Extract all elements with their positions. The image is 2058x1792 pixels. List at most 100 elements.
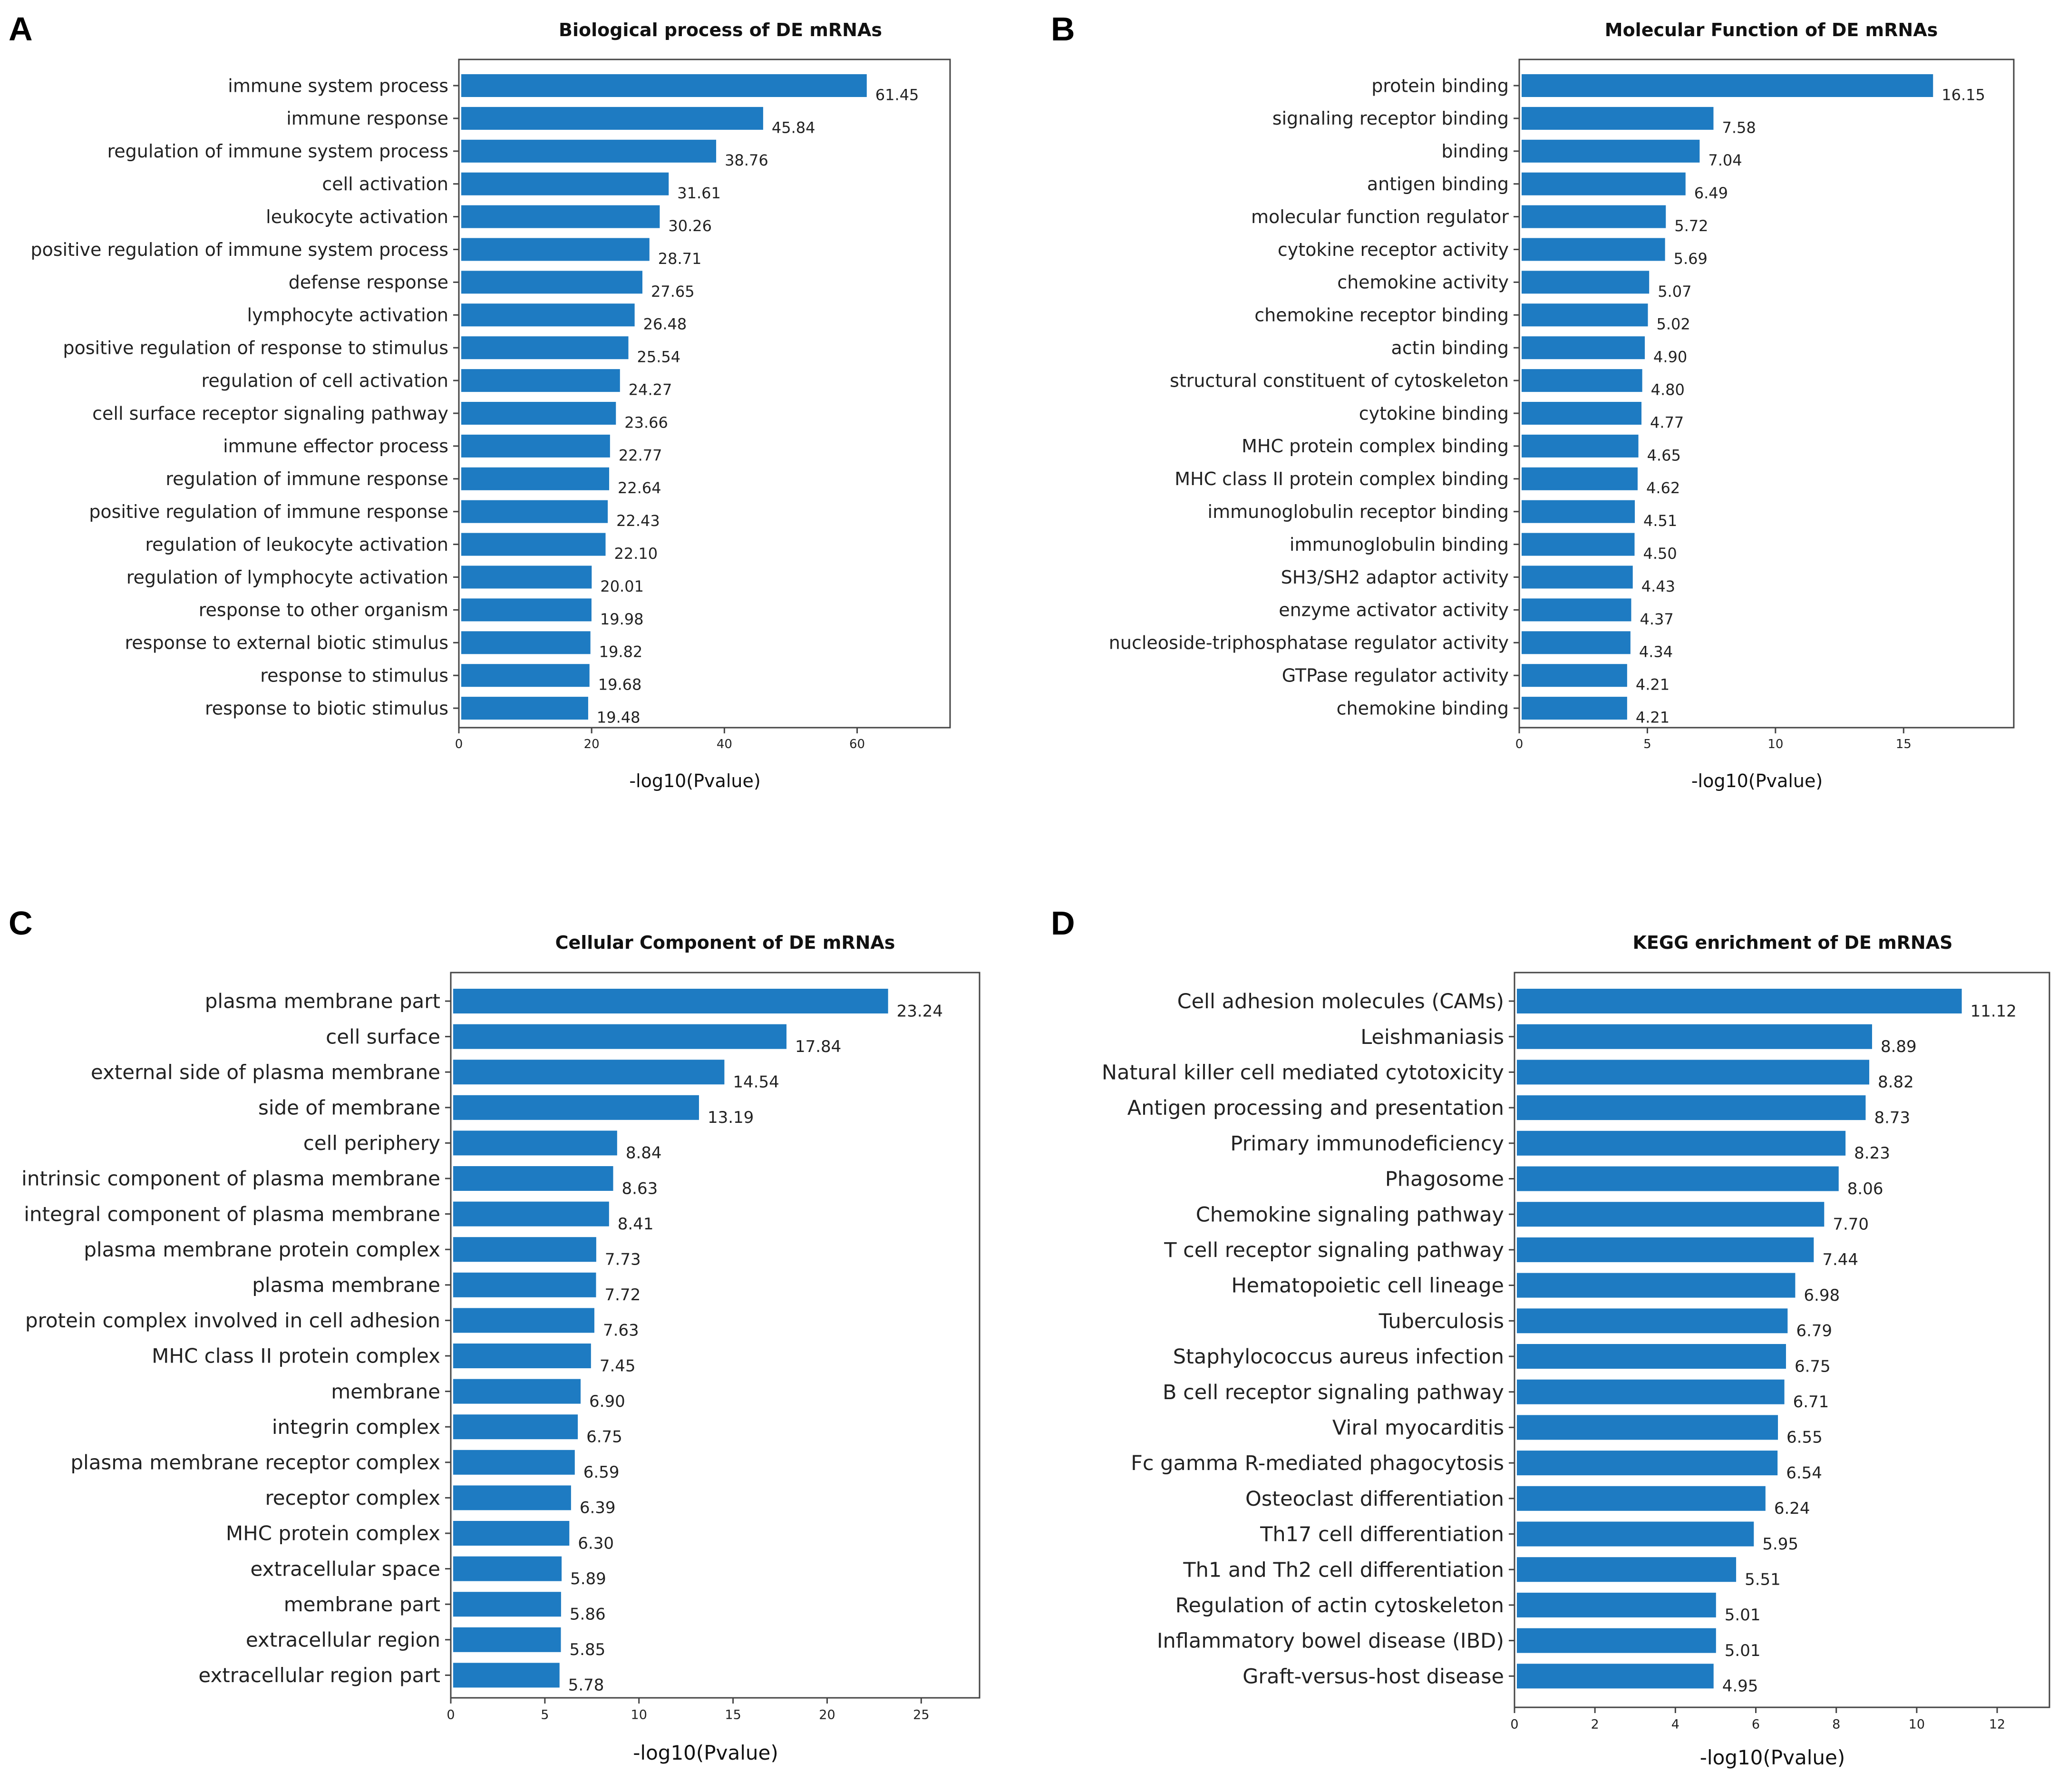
- category-label: defense response: [289, 272, 448, 293]
- value-label: 7.73: [605, 1250, 641, 1269]
- value-label: 14.54: [733, 1073, 779, 1092]
- category-label: response to external biotic stimulus: [125, 633, 449, 653]
- bar: [1517, 1202, 1825, 1227]
- bar: [453, 1201, 609, 1227]
- bar: [453, 1521, 570, 1546]
- bar: [453, 1450, 575, 1475]
- bar: [453, 1414, 578, 1440]
- value-label: 5.01: [1725, 1606, 1761, 1625]
- bar: [453, 1592, 561, 1617]
- x-tick-label: 20: [819, 1707, 835, 1722]
- category-label: extracellular space: [250, 1557, 440, 1580]
- x-tick-label: 10: [631, 1707, 647, 1722]
- category-label: Chemokine signaling pathway: [1196, 1203, 1504, 1227]
- x-tick-label: 60: [849, 737, 865, 751]
- bar: [1517, 1628, 1716, 1653]
- bar: [461, 271, 642, 294]
- bar: [453, 1663, 560, 1688]
- x-tick-label: 40: [717, 737, 732, 751]
- category-label: intrinsic component of plasma membrane: [21, 1167, 440, 1190]
- value-label: 8.82: [1878, 1073, 1914, 1092]
- value-label: 4.50: [1643, 545, 1677, 563]
- value-label: 5.95: [1762, 1535, 1798, 1554]
- value-label: 28.71: [658, 250, 702, 268]
- bar: [453, 1237, 596, 1262]
- category-label: membrane: [331, 1380, 440, 1403]
- x-tick-label: 12: [1989, 1717, 2005, 1732]
- value-label: 13.19: [708, 1108, 754, 1127]
- value-label: 6.79: [1796, 1322, 1832, 1341]
- category-label: plasma membrane part: [205, 990, 440, 1013]
- value-label: 4.77: [1650, 413, 1684, 431]
- category-label: T cell receptor signaling pathway: [1164, 1238, 1504, 1262]
- category-label: regulation of immune system process: [107, 141, 449, 162]
- value-label: 7.72: [605, 1286, 641, 1305]
- bar: [1517, 1166, 1839, 1191]
- value-label: 22.77: [619, 446, 662, 464]
- x-tick-label: 25: [913, 1707, 929, 1722]
- value-label: 38.76: [725, 151, 768, 169]
- bar: [453, 1308, 594, 1333]
- value-label: 4.21: [1636, 709, 1670, 727]
- value-label: 7.04: [1708, 151, 1742, 169]
- category-label: Cell adhesion molecules (CAMs): [1177, 990, 1504, 1013]
- bar: [1522, 697, 1627, 720]
- bar: [461, 467, 610, 490]
- category-label: response to stimulus: [260, 665, 448, 686]
- value-label: 25.54: [637, 348, 681, 366]
- bar: [1517, 1415, 1778, 1440]
- bar: [461, 303, 635, 327]
- category-label: MHC protein complex binding: [1242, 436, 1509, 457]
- category-label: cell periphery: [303, 1131, 440, 1155]
- panel-letter: D: [1051, 905, 1075, 942]
- category-label: Primary immunodeficiency: [1230, 1132, 1504, 1156]
- category-label: chemokine binding: [1337, 698, 1509, 719]
- bar: [1517, 1095, 1866, 1120]
- value-label: 5.85: [570, 1640, 606, 1659]
- bar: [1522, 467, 1638, 490]
- plot-frame: [458, 58, 951, 729]
- category-label: Leishmaniasis: [1360, 1025, 1504, 1049]
- value-label: 5.86: [570, 1605, 606, 1624]
- category-label: immune system process: [228, 75, 448, 96]
- category-label: molecular function regulator: [1251, 206, 1509, 227]
- x-tick-label: 0: [1510, 1717, 1518, 1732]
- category-label: cell surface receptor signaling pathway: [92, 403, 448, 424]
- value-label: 5.72: [1674, 217, 1708, 235]
- bar: [1522, 533, 1635, 556]
- category-label: response to other organism: [199, 600, 448, 621]
- value-label: 7.58: [1722, 118, 1756, 136]
- value-label: 6.75: [586, 1428, 622, 1447]
- bar: [461, 172, 669, 195]
- value-label: 17.84: [795, 1037, 841, 1056]
- category-label: response to biotic stimulus: [205, 698, 448, 719]
- category-label: Staphylococcus aureus infection: [1173, 1345, 1504, 1369]
- value-label: 19.68: [598, 676, 642, 694]
- category-label: Viral myocarditis: [1332, 1416, 1504, 1440]
- value-label: 31.61: [677, 184, 721, 202]
- category-label: immunoglobulin binding: [1290, 534, 1509, 555]
- bar: [453, 1627, 561, 1652]
- bar: [453, 1060, 725, 1085]
- category-label: MHC class II protein complex: [152, 1344, 440, 1368]
- category-label: Fc gamma R-mediated phagocytosis: [1131, 1451, 1504, 1475]
- value-label: 61.45: [875, 86, 919, 104]
- category-label: immunoglobulin receptor binding: [1208, 501, 1509, 522]
- bar: [1522, 139, 1700, 163]
- bar: [453, 1379, 581, 1404]
- value-label: 27.65: [651, 282, 695, 301]
- category-label: positive regulation of immune system pro…: [30, 239, 448, 260]
- category-label: Natural killer cell mediated cytotoxicit…: [1102, 1061, 1504, 1084]
- value-label: 4.95: [1722, 1677, 1758, 1696]
- bar: [453, 1166, 613, 1191]
- value-label: 8.84: [626, 1144, 662, 1163]
- value-label: 45.84: [772, 118, 815, 136]
- category-label: structural constituent of cytoskeleton: [1170, 370, 1509, 391]
- x-tick-label: 5: [1643, 737, 1651, 751]
- category-label: plasma membrane receptor complex: [70, 1451, 440, 1474]
- category-label: signaling receptor binding: [1272, 108, 1509, 129]
- bar: [461, 205, 660, 228]
- category-label: regulation of immune response: [165, 468, 448, 489]
- value-label: 5.51: [1745, 1570, 1781, 1589]
- bar: [1517, 1344, 1786, 1369]
